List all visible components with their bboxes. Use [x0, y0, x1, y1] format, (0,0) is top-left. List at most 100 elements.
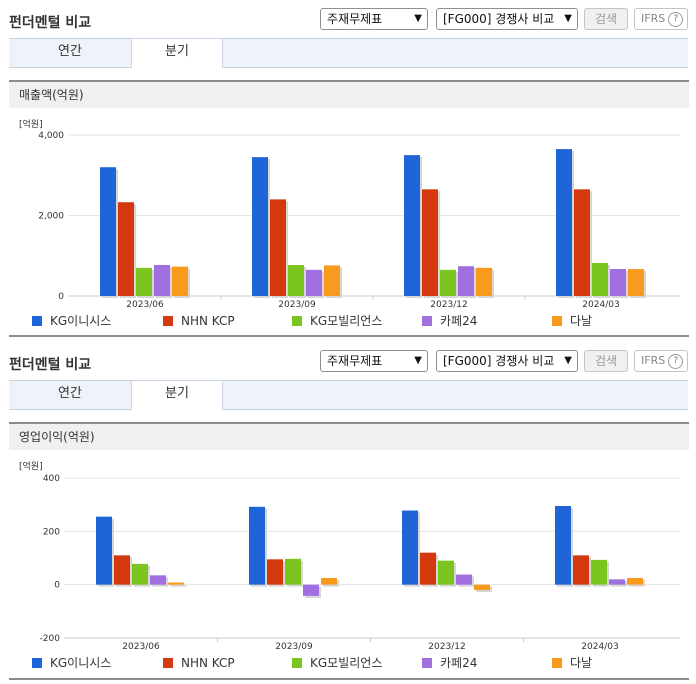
legend-swatch	[422, 316, 432, 326]
bar-카페24-2024/03[interactable]	[609, 579, 625, 585]
section-title: 펀더멘털 비교	[9, 357, 92, 373]
ifrs-button[interactable]: IFRS?	[634, 8, 688, 30]
bar-카페24-2023/12[interactable]	[458, 266, 474, 296]
legend-swatch	[552, 658, 562, 668]
bar-KG모빌리언스-2024/03[interactable]	[591, 559, 607, 585]
bar-KG모빌리언스-2023/12[interactable]	[438, 560, 454, 585]
bar-카페24-2023/12[interactable]	[456, 574, 472, 585]
bar-카페24-2024/03[interactable]	[610, 269, 626, 296]
legend-label: NHN KCP	[181, 656, 235, 670]
x-tick-label: 2023/09	[278, 300, 316, 310]
period-tabs: 연간 분기	[9, 380, 688, 410]
bar-카페24-2023/06[interactable]	[150, 575, 166, 585]
operating-profit-chart: -200 0 200 400 2023/06 2023/09 2023/12 2024/03	[40, 474, 680, 652]
bar-KG이니시스-2024/03[interactable]	[556, 149, 572, 296]
bar-카페24-2023/06[interactable]	[154, 265, 170, 296]
legend-label: KG이니시스	[50, 314, 112, 328]
legend-item[interactable]: 다날	[552, 655, 592, 673]
bar-KG이니시스-2023/12[interactable]	[404, 155, 420, 296]
legend-swatch	[292, 658, 302, 668]
ifrs-button[interactable]: IFRS?	[634, 350, 688, 372]
bar-카페24-2023/09[interactable]	[306, 269, 322, 296]
section-header: 펀더멘털 비교 주재무제표 ▼ [FG000] 경쟁사 비교 ▼ 검색 IFRS…	[0, 0, 696, 38]
bar-KG이니시스-2023/12[interactable]	[402, 510, 418, 585]
chevron-down-icon: ▼	[414, 355, 422, 366]
bar-다날-2023/06[interactable]	[172, 266, 188, 296]
legend-swatch	[32, 658, 42, 668]
bar-KG모빌리언스-2024/03[interactable]	[592, 262, 608, 296]
bar-shadow	[170, 584, 186, 587]
bar-NHN KCP-2023/09[interactable]	[270, 199, 286, 296]
help-icon[interactable]: ?	[668, 12, 684, 27]
bar-NHN KCP-2024/03[interactable]	[574, 189, 590, 296]
bar-다날-2024/03[interactable]	[628, 269, 644, 296]
tab-annual[interactable]: 연간	[58, 386, 82, 401]
bar-NHN KCP-2023/12[interactable]	[422, 189, 438, 296]
tab-quarterly[interactable]: 분기	[131, 381, 223, 410]
bar-다날-2023/09[interactable]	[324, 265, 340, 296]
bar-KG이니시스-2023/06[interactable]	[100, 167, 116, 296]
legend-item[interactable]: NHN KCP	[163, 313, 235, 331]
bar-다날-2023/06[interactable]	[168, 582, 184, 585]
legend-item[interactable]: NHN KCP	[163, 655, 235, 673]
legend-item[interactable]: 카페24	[422, 655, 477, 673]
bar-KG이니시스-2023/06[interactable]	[96, 516, 112, 585]
bar-다날-2024/03[interactable]	[627, 578, 643, 585]
legend-label: 다날	[570, 314, 593, 328]
bar-KG이니시스-2024/03[interactable]	[555, 506, 571, 585]
y-tick-label: 0	[58, 292, 64, 302]
legend-label: 다날	[570, 656, 593, 670]
bar-카페24-2023/09[interactable]	[303, 584, 319, 596]
unit-label: [억원]	[19, 120, 43, 130]
search-button[interactable]: 검색	[584, 8, 628, 30]
peer-select[interactable]: [FG000] 경쟁사 비교 ▼	[436, 8, 578, 30]
bar-KG이니시스-2023/09[interactable]	[249, 506, 265, 585]
peer-select-value: [FG000] 경쟁사 비교	[443, 354, 555, 368]
bar-다날-2023/12[interactable]	[476, 267, 492, 296]
section-header: 펀더멘털 비교 주재무제표 ▼ [FG000] 경쟁사 비교 ▼ 검색 IFRS…	[0, 342, 696, 380]
statement-select[interactable]: 주재무제표 ▼	[320, 8, 428, 30]
legend-item[interactable]: KG모빌리언스	[292, 655, 382, 673]
period-tabs: 연간 분기	[9, 38, 688, 68]
statement-select[interactable]: 주재무제표 ▼	[320, 350, 428, 372]
bar-KG모빌리언스-2023/12[interactable]	[440, 269, 456, 296]
bar-NHN KCP-2023/06[interactable]	[118, 202, 134, 296]
legend-label: NHN KCP	[181, 314, 235, 328]
chart-title-bar: 영업이익(억원)	[9, 422, 689, 450]
bar-NHN KCP-2023/12[interactable]	[420, 552, 436, 585]
y-tick-label: -200	[40, 634, 61, 644]
tab-quarterly[interactable]: 분기	[131, 39, 223, 68]
ifrs-label: IFRS	[641, 12, 666, 25]
legend-label: KG이니시스	[50, 656, 112, 670]
revenue-legend: KG이니시스 NHN KCP KG모빌리언스 카페24 다날	[0, 313, 696, 331]
legend-item[interactable]: 카페24	[422, 313, 477, 331]
help-icon[interactable]: ?	[668, 354, 684, 369]
revenue-chart: 0 2,000 4,000 2023/06 2023/09 2023/12 2024/03	[38, 131, 680, 310]
bar-KG이니시스-2023/09[interactable]	[252, 157, 268, 296]
bar-NHN KCP-2024/03[interactable]	[573, 555, 589, 585]
bar-KG모빌리언스-2023/06[interactable]	[132, 563, 148, 585]
legend-item[interactable]: KG이니시스	[32, 313, 111, 331]
y-tick-label: 4,000	[38, 131, 64, 141]
bar-KG모빌리언스-2023/09[interactable]	[285, 558, 301, 585]
bar-NHN KCP-2023/09[interactable]	[267, 559, 283, 585]
bar-NHN KCP-2023/06[interactable]	[114, 555, 130, 585]
bar-다날-2023/09[interactable]	[321, 578, 337, 585]
divider	[9, 678, 689, 680]
search-button[interactable]: 검색	[584, 350, 628, 372]
legend-item[interactable]: 다날	[552, 313, 592, 331]
peer-select[interactable]: [FG000] 경쟁사 비교 ▼	[436, 350, 578, 372]
bar-KG모빌리언스-2023/09[interactable]	[288, 265, 304, 296]
legend-swatch	[292, 316, 302, 326]
operating-profit-legend: KG이니시스 NHN KCP KG모빌리언스 카페24 다날	[0, 655, 696, 673]
chevron-down-icon: ▼	[564, 355, 572, 366]
legend-label: KG모빌리언스	[310, 656, 383, 670]
legend-swatch	[422, 658, 432, 668]
section-title: 펀더멘털 비교	[9, 15, 92, 31]
bar-KG모빌리언스-2023/06[interactable]	[136, 267, 152, 296]
legend-item[interactable]: KG모빌리언스	[292, 313, 382, 331]
legend-item[interactable]: KG이니시스	[32, 655, 111, 673]
peer-select-value: [FG000] 경쟁사 비교	[443, 12, 555, 26]
bar-다날-2023/12[interactable]	[474, 584, 490, 590]
tab-annual[interactable]: 연간	[58, 44, 82, 59]
